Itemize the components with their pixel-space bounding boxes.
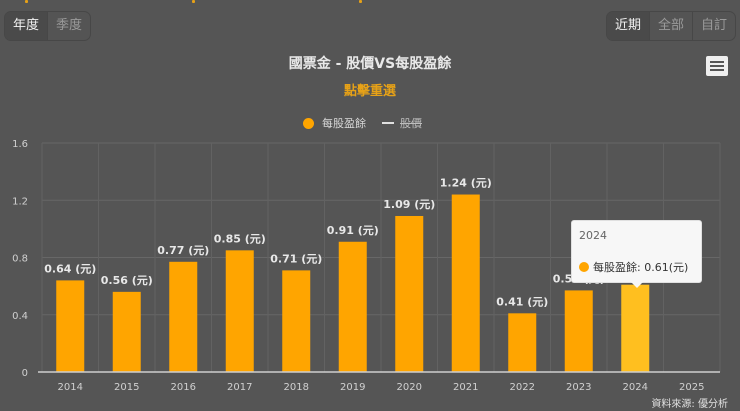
bar-2021[interactable]: [451, 194, 480, 372]
x-tick-label: 2025: [679, 382, 704, 393]
x-tick-label: 2018: [284, 382, 309, 393]
tab-all[interactable]: 全部: [650, 12, 693, 40]
x-tick-label: 2021: [453, 382, 478, 393]
data-label: 0.77 (元): [157, 244, 209, 257]
tab-custom[interactable]: 自訂: [700, 18, 727, 33]
legend-item-eps[interactable]: 每股盈餘: [303, 115, 366, 131]
tooltip-arrow: [631, 282, 643, 288]
chart-title: 國票金 - 股價VS每股盈餘: [288, 56, 452, 72]
tooltip: 2024 每股盈餘: 0.61(元): [571, 220, 702, 288]
period-toggle: 年度 季度: [4, 11, 92, 41]
bar-2017[interactable]: [225, 250, 254, 372]
bar-2022[interactable]: [508, 313, 537, 372]
x-tick-label: 2023: [566, 382, 591, 393]
y-tick-label: 1.6: [12, 139, 28, 150]
reset-selection-link[interactable]: 點擊重選: [343, 84, 396, 99]
x-tick-label: 2016: [171, 382, 196, 393]
x-tick-label: 2019: [340, 382, 365, 393]
y-tick-label: 0: [22, 368, 28, 379]
bar-2024[interactable]: [621, 284, 650, 372]
bar-2014[interactable]: [56, 280, 85, 372]
bar-2015[interactable]: [112, 291, 141, 372]
y-tick-label: 1.2: [12, 196, 28, 207]
legend-label: 股價: [400, 117, 422, 130]
circle-icon: [579, 262, 589, 272]
range-toggle: 近期 全部 自訂: [605, 11, 736, 41]
tooltip-row: 每股盈餘: 0.61(元): [579, 259, 688, 275]
bar-2016[interactable]: [169, 261, 198, 372]
x-tick-label: 2024: [623, 382, 648, 393]
x-tick-label: 2022: [510, 382, 535, 393]
tab-recent[interactable]: 近期: [606, 12, 650, 40]
line-icon: [382, 122, 394, 124]
bar-2018[interactable]: [282, 270, 311, 372]
chart-legend: 每股盈餘 股價: [303, 115, 438, 131]
data-label: 0.41 (元): [496, 295, 548, 308]
data-label: 0.56 (元): [101, 274, 153, 287]
data-label: 0.91 (元): [327, 224, 379, 237]
data-label: 1.24 (元): [440, 177, 492, 190]
top-marks: [0, 0, 740, 4]
legend-item-price[interactable]: 股價: [382, 115, 422, 131]
y-tick-label: 0.8: [12, 254, 28, 265]
bar-2023[interactable]: [564, 290, 593, 372]
bar-2020[interactable]: [395, 215, 424, 372]
hamburger-menu-icon[interactable]: [706, 56, 728, 76]
data-label: 0.64 (元): [44, 262, 96, 275]
y-tick-label: 0.4: [12, 311, 28, 322]
data-source: 資料來源: 優分析: [651, 399, 728, 410]
tab-annual[interactable]: 年度: [5, 12, 49, 40]
x-tick-label: 2015: [114, 382, 139, 393]
tab-quarterly[interactable]: 季度: [56, 18, 83, 33]
circle-icon: [303, 117, 314, 129]
tooltip-year: 2024: [579, 229, 607, 242]
data-label: 0.71 (元): [270, 252, 322, 265]
x-tick-label: 2020: [397, 382, 422, 393]
data-label: 1.09 (元): [383, 198, 435, 211]
x-tick-label: 2014: [58, 382, 83, 393]
legend-label: 每股盈餘: [322, 117, 366, 130]
data-label: 0.85 (元): [214, 232, 266, 245]
tooltip-value: 每股盈餘: 0.61(元): [593, 261, 689, 274]
bar-2019[interactable]: [338, 241, 367, 372]
x-tick-label: 2017: [227, 382, 252, 393]
